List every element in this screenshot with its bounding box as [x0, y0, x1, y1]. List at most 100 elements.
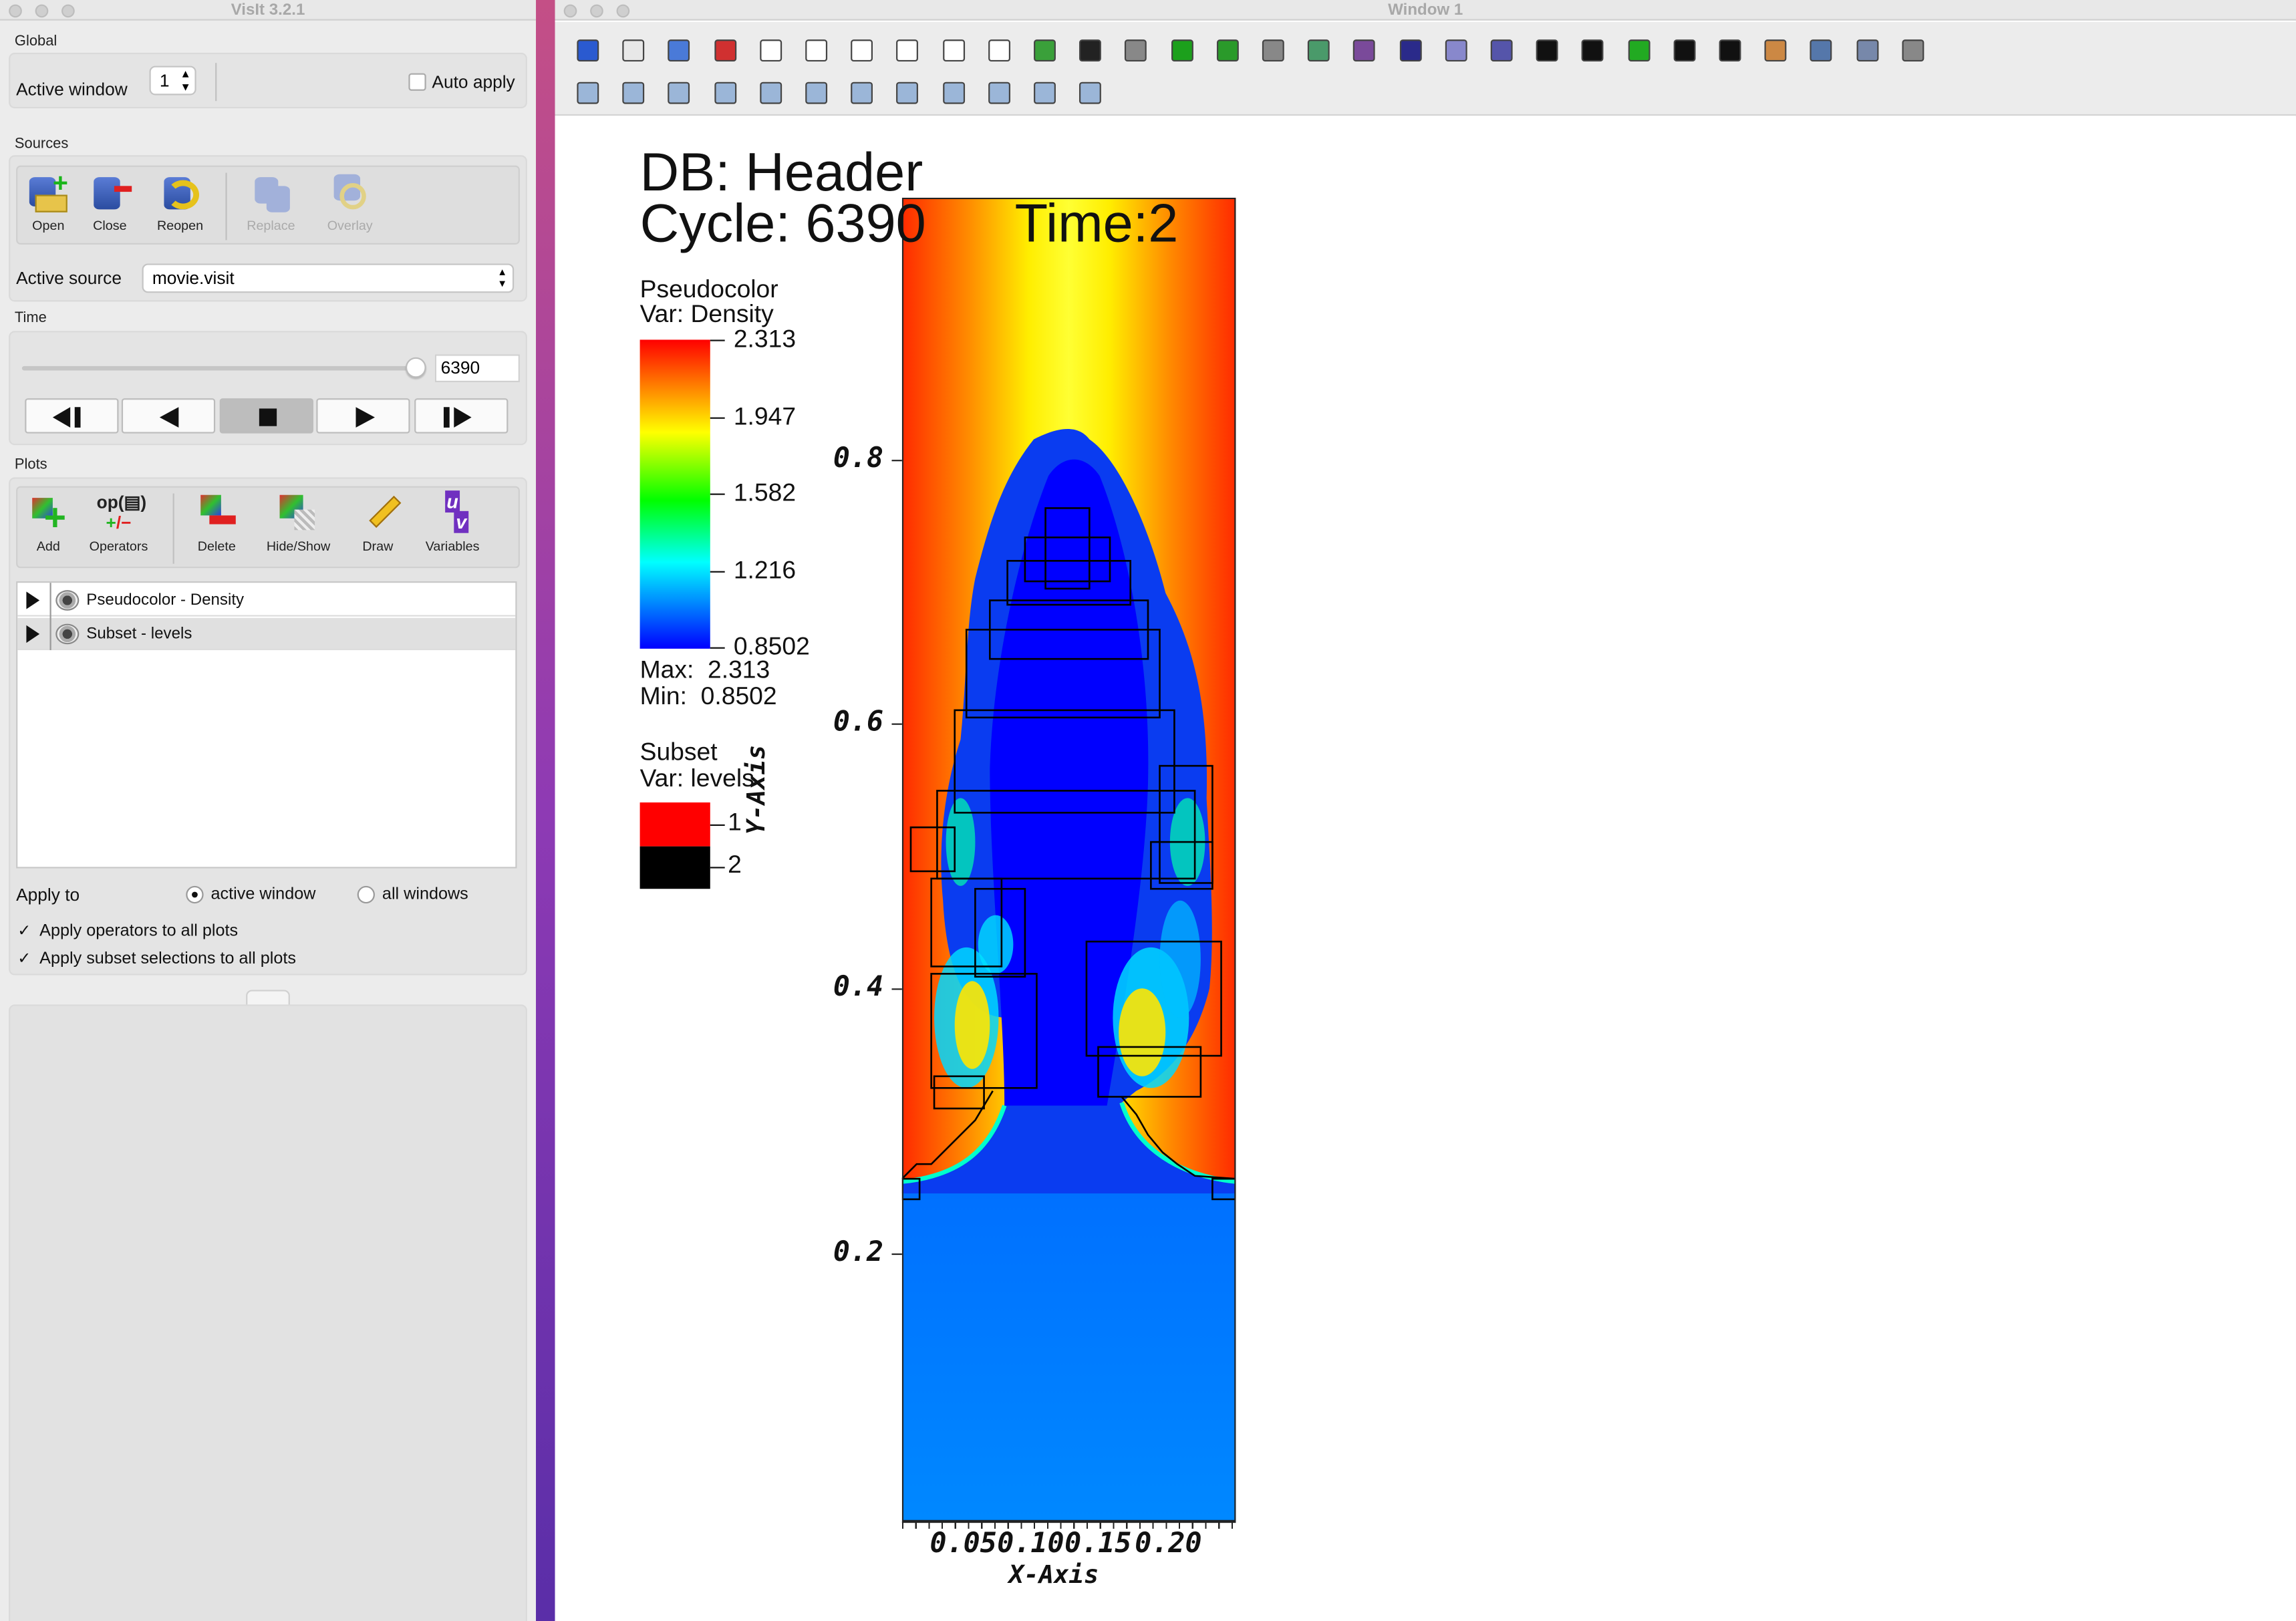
close-window-icon[interactable]: [9, 4, 22, 18]
apply-subset-checkbox[interactable]: ✓: [17, 950, 31, 968]
apply-operators-checkbox[interactable]: ✓: [17, 922, 31, 940]
layout-2x2-glyph: [851, 39, 873, 62]
plot-item-label: Subset - levels: [86, 625, 192, 643]
replace-button[interactable]: Replace: [240, 167, 301, 243]
global-group: Active window 1 ▴ ▾ Auto apply: [9, 52, 527, 109]
delete-plot-button[interactable]: Delete: [186, 488, 247, 564]
active-source-dropdown[interactable]: movie.visit ▴ ▾: [142, 263, 515, 293]
reset-view-icon[interactable]: [1118, 32, 1153, 67]
play-button[interactable]: [316, 398, 410, 434]
replace-button-label: Replace: [247, 218, 295, 233]
spreadsheet-pick-icon[interactable]: [752, 75, 788, 110]
lineout-icon[interactable]: [1894, 32, 1930, 67]
forward-step-icon[interactable]: [1712, 32, 1747, 67]
expand-triangle-icon[interactable]: [26, 625, 40, 643]
add-plot-label: Add: [36, 539, 60, 554]
delete-window-glyph: [714, 39, 736, 62]
plot-item-subset[interactable]: Subset - levels: [17, 617, 516, 651]
plane-icon[interactable]: [935, 75, 970, 110]
camera-3-icon[interactable]: [1300, 32, 1336, 67]
clone-window-icon[interactable]: [661, 32, 696, 67]
layout-2x3-icon[interactable]: [889, 32, 925, 67]
zoom-window-icon[interactable]: [61, 4, 75, 18]
reopen-button[interactable]: Reopen: [150, 167, 211, 243]
overlay-button[interactable]: Overlay: [319, 167, 381, 243]
time-slider-handle[interactable]: [405, 357, 426, 378]
hide-show-button[interactable]: Hide/Show: [267, 488, 330, 564]
lock-view-icon[interactable]: [1026, 32, 1062, 67]
visibility-icon[interactable]: [55, 590, 80, 611]
sphere-icon[interactable]: [1026, 75, 1062, 110]
lineout-tool-icon[interactable]: [798, 75, 833, 110]
plot-list[interactable]: Pseudocolor - Density Subset - levels: [16, 581, 517, 869]
box-icon[interactable]: [981, 75, 1016, 110]
movie-icon[interactable]: [1392, 32, 1427, 67]
camera-2-icon[interactable]: [1255, 32, 1290, 67]
add-plot-button[interactable]: + Add: [17, 488, 79, 564]
line-tool-icon[interactable]: [844, 75, 879, 110]
play-icon: [355, 407, 375, 428]
apply-active-window-radio[interactable]: [186, 885, 204, 904]
save-image-icon[interactable]: [1163, 32, 1199, 67]
light-fluid-region: [901, 1190, 1236, 1521]
line-tool-glyph: [851, 82, 873, 104]
expand-triangle-icon[interactable]: [26, 591, 40, 609]
close-button[interactable]: Close: [79, 167, 140, 243]
spin-icon[interactable]: [1483, 32, 1519, 67]
minimize-window-icon[interactable]: [590, 4, 603, 18]
reverse-play-icon[interactable]: [1575, 32, 1610, 67]
zone-pick-icon[interactable]: [661, 75, 696, 110]
legend-subset-title: Subset: [639, 738, 718, 766]
density-plot[interactable]: [901, 197, 1236, 1521]
viewer-titlebar[interactable]: Window 1: [555, 0, 2296, 21]
layout-2x2-icon[interactable]: [844, 32, 879, 67]
reverse-step-icon[interactable]: [1529, 32, 1564, 67]
reverse-step-button[interactable]: [25, 398, 119, 434]
pick-icon[interactable]: [1849, 32, 1884, 67]
minimize-window-icon[interactable]: [35, 4, 49, 18]
auto-apply-checkbox[interactable]: [408, 73, 426, 91]
forward-step-button[interactable]: [414, 398, 509, 434]
legend-tick: [710, 570, 725, 572]
open-button[interactable]: + Open: [17, 167, 79, 243]
apply-all-windows-radio[interactable]: [357, 885, 375, 904]
navigate-icon[interactable]: [569, 75, 605, 110]
time-value-field[interactable]: 6390: [434, 354, 520, 382]
vis-area[interactable]: DB: Header Cycle: 6390 Time:2 Pseudocolo…: [555, 117, 2296, 1621]
operators-button[interactable]: op(▤) +/− Operators: [88, 488, 149, 564]
point-tool-icon[interactable]: [1072, 75, 1107, 110]
photo-icon[interactable]: [1437, 32, 1473, 67]
titlebar[interactable]: VisIt 3.2.1: [0, 0, 537, 21]
camera-4-glyph: [1353, 39, 1376, 62]
delete-window-icon[interactable]: [707, 32, 742, 67]
layout-3x3-icon[interactable]: [981, 32, 1016, 67]
draw-button[interactable]: Draw: [347, 488, 408, 564]
close-window-icon[interactable]: [563, 4, 577, 18]
stop-anim-icon[interactable]: [1620, 32, 1656, 67]
interactor-icon[interactable]: [1803, 32, 1838, 67]
active-window-spinbox[interactable]: 1 ▴ ▾: [149, 65, 196, 96]
node-pick-icon[interactable]: [707, 75, 742, 110]
mixing-region-right: [1113, 798, 1205, 1088]
stop-button[interactable]: [219, 398, 313, 434]
play-anim-icon[interactable]: [1666, 32, 1701, 67]
interact-icon[interactable]: [569, 32, 605, 67]
zoom-icon[interactable]: [615, 75, 651, 110]
layout-1x1-icon[interactable]: [752, 32, 788, 67]
layout-1x2-icon[interactable]: [798, 32, 833, 67]
new-window-icon[interactable]: [615, 32, 651, 67]
camera-4-icon[interactable]: [1346, 32, 1382, 67]
lock-time-icon[interactable]: [1072, 32, 1107, 67]
visibility-icon[interactable]: [55, 623, 80, 645]
plot-frame: [901, 197, 1236, 1521]
layout-2x4-icon[interactable]: [935, 32, 970, 67]
plot-item-pseudocolor[interactable]: Pseudocolor - Density: [17, 584, 516, 617]
ruler-icon[interactable]: [889, 75, 925, 110]
reverse-play-button[interactable]: [121, 398, 216, 434]
time-slider-track[interactable]: [21, 365, 424, 371]
plot-list-icon[interactable]: [1757, 32, 1793, 67]
x-tick-label: 0.20: [1135, 1527, 1202, 1560]
camera-icon[interactable]: [1209, 32, 1245, 67]
zoom-window-icon[interactable]: [616, 4, 630, 18]
